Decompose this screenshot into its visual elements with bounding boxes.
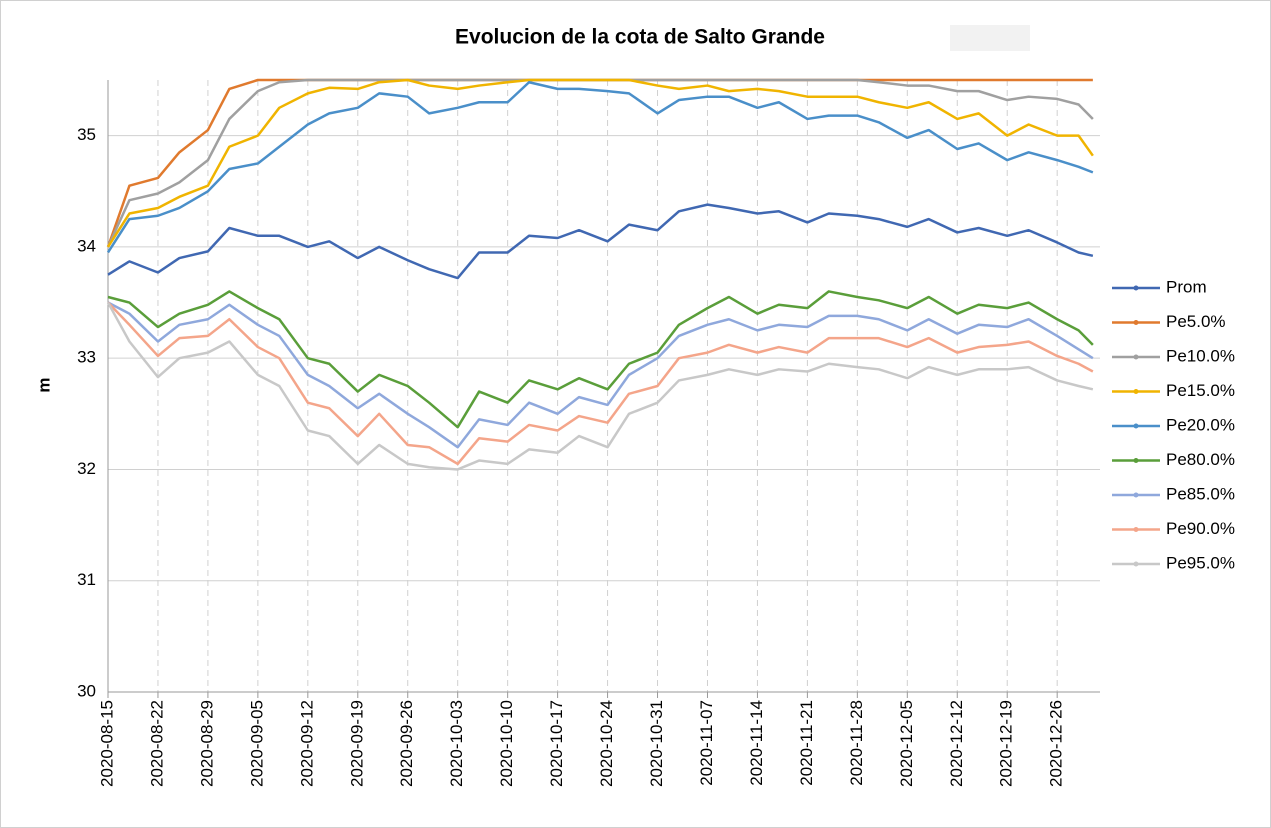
chart-title: Evolucion de la cota de Salto Grande	[455, 26, 825, 49]
legend-marker	[1133, 561, 1139, 567]
x-tick-label: 2020-11-07	[697, 700, 716, 786]
x-tick-label: 2020-10-10	[497, 700, 516, 787]
legend-label: Pe90.0%	[1166, 519, 1235, 538]
x-tick-label: 2020-08-15	[97, 700, 116, 787]
x-tick-label: 2020-09-12	[297, 700, 316, 787]
x-tick-label: 2020-12-05	[897, 700, 916, 787]
x-tick-label: 2020-09-05	[247, 700, 266, 787]
y-tick-label: 33	[77, 348, 96, 367]
y-tick-label: 32	[77, 459, 96, 478]
series-line	[106, 301, 1094, 471]
legend-label: Pe80.0%	[1166, 450, 1235, 469]
y-axis-label: m	[34, 377, 53, 392]
series-line	[107, 301, 1094, 466]
y-tick-label: 31	[77, 570, 96, 589]
legend-label: Pe10.0%	[1166, 346, 1235, 365]
legend-label: Pe85.0%	[1166, 484, 1235, 503]
legend-marker	[1133, 423, 1139, 429]
legend-label: Pe20.0%	[1166, 415, 1235, 434]
legend-marker	[1133, 527, 1139, 532]
legend-marker	[1133, 354, 1139, 360]
legend-label: Pe95.0%	[1166, 553, 1235, 572]
x-tick-label: 2020-09-26	[397, 700, 416, 787]
series-line	[107, 301, 1094, 449]
series-line	[107, 203, 1094, 280]
x-tick-label: 2020-08-29	[197, 700, 216, 787]
x-tick-label: 2020-12-19	[997, 700, 1016, 787]
x-tick-label: 2020-10-24	[597, 700, 616, 787]
x-tick-label: 2020-12-12	[947, 700, 966, 787]
legend-marker	[1133, 458, 1139, 463]
legend-marker	[1133, 285, 1139, 291]
x-tick-label: 2020-12-26	[1047, 700, 1066, 787]
x-tick-label: 2020-10-17	[547, 700, 566, 787]
y-tick-label: 30	[77, 681, 96, 700]
x-tick-label: 2020-10-31	[647, 700, 666, 787]
legend-label: Pe15.0%	[1166, 381, 1235, 400]
legend-marker	[1133, 389, 1139, 394]
x-tick-label: 2020-09-19	[347, 700, 366, 787]
series-line	[106, 80, 1094, 254]
legend-marker	[1133, 320, 1139, 325]
x-tick-label: 2020-11-28	[847, 700, 866, 786]
series-line	[107, 290, 1094, 429]
x-tick-label: 2020-10-03	[447, 700, 466, 787]
legend-label: Prom	[1166, 277, 1207, 296]
y-tick-label: 35	[77, 125, 96, 144]
series-line	[106, 78, 1094, 248]
image-placeholder	[950, 25, 1030, 51]
legend-label: Pe5.0%	[1166, 312, 1226, 331]
y-tick-label: 34	[77, 236, 96, 255]
legend-marker	[1133, 492, 1139, 498]
x-tick-label: 2020-11-14	[747, 700, 766, 786]
x-tick-label: 2020-11-21	[797, 700, 816, 786]
x-tick-label: 2020-08-22	[147, 700, 166, 787]
